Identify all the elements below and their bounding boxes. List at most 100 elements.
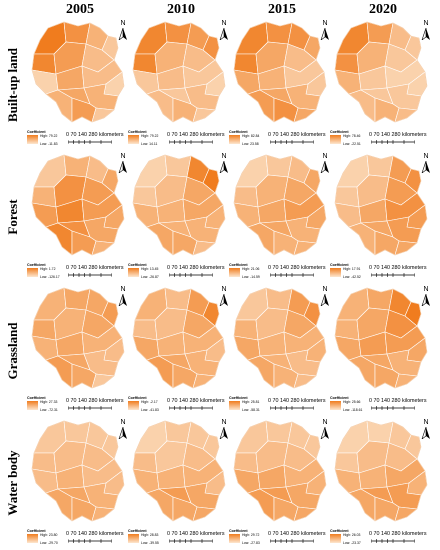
choropleth-map — [233, 21, 327, 123]
north-label: N — [120, 286, 126, 293]
district-region — [91, 107, 115, 123]
district-region — [293, 240, 317, 256]
choropleth-map — [132, 420, 226, 522]
scale-bar: 0 70 140 280 kilometers — [66, 265, 130, 281]
legend-high-value: High: 13.45 — [141, 267, 159, 271]
district-region — [233, 335, 261, 361]
legend-low-value: Low: -118.61 — [343, 408, 363, 412]
map-legend: Coefficient High: 27.33 Low: -72.31 0 70 14… — [26, 396, 130, 416]
year-header-2010: 2010 — [167, 2, 195, 17]
map-legend: Coefficient High: 29.72 Low: -27.83 0 70 14… — [228, 529, 332, 549]
scale-bar: 0 70 140 280 kilometers — [167, 132, 231, 148]
map-panel-grassland-2015: N Coefficient High: 25.81 Low: -58.31 0 70 1… — [228, 280, 332, 416]
legend-color-ramp — [128, 401, 139, 410]
choropleth-map — [132, 154, 226, 256]
scale-bar: 0 70 140 280 kilometers — [167, 531, 231, 547]
district-region — [192, 373, 216, 389]
district-region — [265, 21, 293, 45]
district-region — [293, 373, 317, 389]
legend-color-ramp — [330, 268, 341, 277]
north-label: N — [221, 20, 227, 27]
map-legend: Coefficient High: 17.91 Low: -42.52 0 70 14… — [329, 263, 433, 283]
scale-bar: 0 70 140 280 kilometers — [268, 398, 332, 414]
choropleth-map — [31, 420, 125, 522]
map-legend: Coefficient High: 13.45 Low: -26.87 0 70 14… — [127, 263, 231, 283]
legend-color-ramp — [128, 534, 139, 543]
legend-low-value: Low: 14.11 — [141, 142, 158, 146]
map-legend: Coefficient High: 78.46 Low: -22.51 0 70 14… — [329, 130, 433, 150]
legend-title: Coefficient — [128, 529, 147, 533]
north-arrow-icon: N — [421, 419, 431, 440]
scale-bar-graphic — [169, 406, 213, 410]
north-label: N — [120, 153, 126, 160]
legend-high-value: High: -2.17 — [141, 400, 158, 404]
map-panel-built-up-land-2015: N Coefficient High: 82.84 Low: 23.58 0 70 14… — [228, 14, 332, 150]
scale-bar-graphic — [270, 406, 314, 410]
district-region — [293, 107, 317, 123]
district-region — [91, 240, 115, 256]
legend-title: Coefficient — [229, 130, 248, 134]
scale-bar-label: 0 70 140 280 kilometers — [369, 265, 427, 271]
scale-bar-graphic — [371, 140, 415, 144]
district-region — [31, 468, 59, 494]
region-outline — [132, 21, 226, 123]
scale-bar: 0 70 140 280 kilometers — [369, 531, 433, 547]
scale-bar-graphic — [270, 140, 314, 144]
district-region — [265, 287, 293, 311]
legend-high-value: High: 25.66 — [343, 400, 361, 404]
map-legend: Coefficient High: 21.06 Low: -14.59 0 70 14… — [228, 263, 332, 283]
scale-bar: 0 70 140 280 kilometers — [268, 132, 332, 148]
legend-high-value: High: 78.46 — [343, 134, 361, 138]
legend-title: Coefficient — [27, 396, 46, 400]
legend-title: Coefficient — [27, 130, 46, 134]
legend-title: Coefficient — [128, 263, 147, 267]
row-label-forest: Forest — [0, 152, 26, 282]
legend-color-ramp — [27, 534, 38, 543]
north-arrow-icon: N — [219, 20, 229, 41]
district-region — [192, 240, 216, 256]
choropleth-map — [31, 21, 125, 123]
north-label: N — [322, 20, 328, 27]
district-region — [192, 506, 216, 522]
north-label: N — [423, 286, 429, 293]
district-region — [334, 69, 362, 95]
legend-color-ramp — [229, 401, 240, 410]
legend-color-ramp — [128, 135, 139, 144]
legend-color-ramp — [229, 135, 240, 144]
legend-title: Coefficient — [330, 130, 349, 134]
legend-title: Coefficient — [128, 130, 147, 134]
map-panel-built-up-land-2005: N Coefficient High: 79.22 Low: -11.83 0 70 1… — [26, 14, 130, 150]
map-legend: Coefficient High: 1.72 Low: -126.17 0 70 14… — [26, 263, 130, 283]
district-region — [366, 21, 394, 45]
scale-bar-graphic — [169, 140, 213, 144]
legend-title: Coefficient — [27, 529, 46, 533]
scale-bar: 0 70 140 280 kilometers — [66, 132, 130, 148]
district-region — [132, 202, 160, 228]
north-label: N — [423, 20, 429, 27]
legend-high-value: High: 21.06 — [242, 267, 260, 271]
map-panel-water-body-2015: N Coefficient High: 29.72 Low: -27.83 0 70 1… — [228, 413, 332, 549]
scale-bar-label: 0 70 140 280 kilometers — [66, 398, 124, 404]
choropleth-map — [233, 287, 327, 389]
map-panel-forest-2015: N Coefficient High: 21.06 Low: -14.59 0 70 1… — [228, 147, 332, 283]
district-region — [394, 240, 418, 256]
legend-high-value: High: 26.03 — [343, 533, 361, 537]
scale-bar-label: 0 70 140 280 kilometers — [268, 531, 326, 537]
legend-high-value: High: 17.91 — [343, 267, 361, 271]
district-region — [31, 335, 59, 361]
legend-color-ramp — [27, 401, 38, 410]
map-legend: Coefficient High: 23.80 Low: -29.70 0 70 14… — [26, 529, 130, 549]
scale-bar: 0 70 140 280 kilometers — [268, 265, 332, 281]
scale-bar-graphic — [371, 539, 415, 543]
legend-color-ramp — [330, 401, 341, 410]
row-label-text: Forest — [5, 199, 20, 235]
choropleth-map — [132, 21, 226, 123]
scale-bar-graphic — [371, 406, 415, 410]
row-label-water-body: Water body — [0, 418, 26, 548]
row-label-grassland: Grassland — [0, 286, 26, 416]
scale-bar-label: 0 70 140 280 kilometers — [268, 398, 326, 404]
map-legend: Coefficient High: 28.83 Low: -39.55 0 70 14… — [127, 529, 231, 549]
north-arrow-icon: N — [421, 153, 431, 174]
scale-bar-graphic — [270, 273, 314, 277]
north-arrow-icon: N — [320, 20, 330, 41]
